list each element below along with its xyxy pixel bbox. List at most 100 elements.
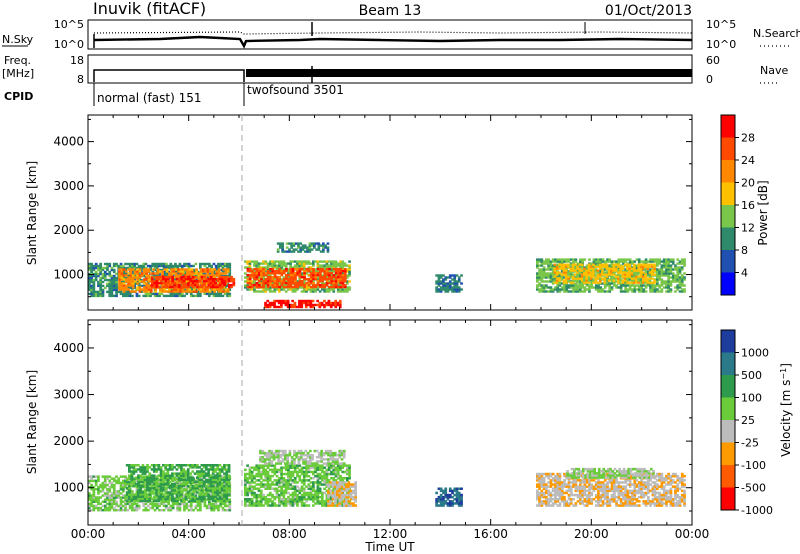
velocity-cell <box>171 493 174 496</box>
velocity-cell <box>171 482 174 486</box>
velocity-cell <box>173 472 176 475</box>
power-cell <box>631 288 634 291</box>
power-cell <box>253 283 256 287</box>
power-cell <box>97 290 100 294</box>
power-cell <box>453 288 457 291</box>
power-cell <box>667 270 670 273</box>
power-cell <box>332 290 336 293</box>
velocity-cell <box>110 502 114 506</box>
power-cell <box>446 282 450 285</box>
velocity-cell <box>94 481 98 485</box>
velocity-cell <box>159 487 163 490</box>
freq-label-2: [MHz] <box>2 67 34 80</box>
velocity-cell <box>137 482 140 486</box>
velocity-cell <box>88 475 91 478</box>
power-cell <box>581 290 584 293</box>
power-cell <box>137 264 141 268</box>
power-cell <box>330 268 333 271</box>
velocity-cell <box>185 485 189 489</box>
power-cell <box>223 283 227 287</box>
velocity-cell <box>92 475 96 478</box>
power-cell <box>651 284 655 287</box>
power-cell <box>314 273 318 277</box>
power-cell <box>332 273 336 277</box>
power-cell <box>174 266 177 270</box>
power-cell <box>275 264 279 267</box>
velocity-cell <box>214 499 217 503</box>
power-cell <box>112 294 116 298</box>
velocity-cell <box>212 504 216 508</box>
power-cell <box>246 266 249 269</box>
power-cell <box>120 282 124 285</box>
power-cell <box>171 292 175 296</box>
power-cell <box>639 273 643 276</box>
power-cell <box>298 271 302 275</box>
velocity-cell <box>124 475 127 478</box>
power-cell <box>286 303 290 307</box>
power-cell <box>321 267 324 271</box>
power-cell <box>564 273 568 276</box>
power-cell <box>90 280 93 284</box>
power-cell <box>115 282 118 286</box>
power-cell <box>88 274 91 278</box>
date-title: 01/Oct/2013 <box>605 3 692 19</box>
power-cell <box>571 273 575 276</box>
power-cell <box>334 279 338 283</box>
power-cell <box>194 279 197 283</box>
power-cell <box>192 264 195 268</box>
power-cell <box>678 280 682 283</box>
power-cell <box>674 274 677 277</box>
cpid-label: CPID <box>4 90 33 103</box>
power-cell <box>683 262 686 265</box>
power-cell <box>619 290 623 293</box>
power-cell <box>201 280 204 284</box>
power-cell <box>669 258 673 261</box>
power-cell <box>284 299 288 303</box>
power-cell <box>219 264 223 268</box>
power-cell <box>619 258 623 261</box>
power-cell <box>118 276 121 279</box>
power-cell <box>277 305 281 309</box>
power-cell <box>632 265 636 268</box>
power-cell <box>293 264 297 267</box>
power-cell <box>183 290 187 293</box>
power-cell <box>280 283 284 287</box>
power-cell <box>555 265 559 268</box>
power-cell <box>644 279 647 282</box>
power-cell <box>211 274 214 277</box>
velocity-cell <box>90 504 93 508</box>
velocity-cell <box>214 497 217 500</box>
power-cell <box>536 262 539 265</box>
velocity-cell <box>152 474 156 477</box>
power-cell <box>278 277 281 281</box>
power-cell <box>623 275 627 278</box>
power-cell <box>180 264 184 268</box>
power-cell <box>308 248 312 251</box>
power-cell <box>631 290 634 293</box>
power-colorbar-tick-label: 24 <box>741 154 755 167</box>
power-cell <box>293 290 297 293</box>
power-cell <box>199 288 203 291</box>
power-cell <box>542 270 546 273</box>
power-cell <box>180 292 184 296</box>
power-cell <box>171 266 175 270</box>
power-cell <box>565 288 569 291</box>
velocity-cell <box>194 506 198 510</box>
power-cell <box>108 280 112 284</box>
velocity-cell <box>88 494 91 497</box>
power-cell <box>199 266 202 270</box>
power-cell <box>119 262 123 266</box>
power-cell <box>311 305 315 309</box>
power-cell <box>610 282 614 285</box>
power-cell <box>327 301 331 305</box>
velocity-cell <box>92 508 96 512</box>
velocity-cell <box>198 474 201 477</box>
power-cell <box>169 266 173 270</box>
power-cell <box>210 290 213 294</box>
power-cell <box>191 281 195 285</box>
power-cell <box>296 283 300 287</box>
power-cell <box>325 260 329 263</box>
power-cell <box>322 246 325 249</box>
power-cell <box>296 280 299 283</box>
power-cell <box>626 281 629 284</box>
